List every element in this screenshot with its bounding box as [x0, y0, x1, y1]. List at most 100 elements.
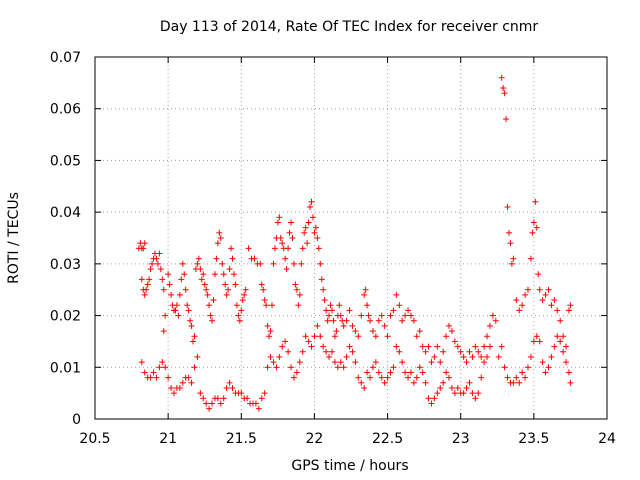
- data-point: [233, 302, 240, 309]
- data-point: [238, 307, 245, 314]
- data-point: [305, 338, 312, 345]
- data-point: [565, 369, 572, 376]
- data-point: [153, 255, 160, 262]
- data-point: [466, 348, 473, 355]
- data-point: [510, 255, 517, 262]
- data-point: [484, 353, 491, 360]
- data-point: [235, 312, 242, 319]
- data-point: [416, 364, 423, 371]
- data-point: [264, 322, 271, 329]
- data-point: [519, 302, 526, 309]
- data-point: [460, 390, 467, 397]
- data-point: [557, 317, 564, 324]
- data-point: [437, 384, 444, 391]
- data-point: [209, 400, 216, 407]
- data-point: [229, 384, 236, 391]
- data-point: [206, 405, 213, 412]
- data-point: [206, 302, 213, 309]
- data-point: [286, 229, 293, 236]
- data-point: [190, 338, 197, 345]
- data-point: [197, 390, 204, 397]
- data-point: [443, 333, 450, 340]
- data-point: [472, 395, 479, 402]
- data-point: [372, 333, 379, 340]
- data-point: [475, 390, 482, 397]
- data-point: [318, 276, 325, 283]
- data-point: [150, 369, 157, 376]
- data-point: [390, 307, 397, 314]
- y-tick-label: 0: [72, 412, 81, 428]
- data-point: [219, 260, 226, 267]
- data-point: [336, 302, 343, 309]
- data-point: [402, 312, 409, 319]
- data-point: [355, 333, 362, 340]
- data-point: [489, 312, 496, 319]
- data-point: [431, 353, 438, 360]
- data-point: [422, 379, 429, 386]
- data-point: [545, 364, 552, 371]
- data-point: [522, 374, 529, 381]
- data-point: [229, 255, 236, 262]
- data-point: [554, 307, 561, 314]
- data-point: [535, 271, 542, 278]
- data-point: [419, 343, 426, 350]
- data-point: [175, 312, 182, 319]
- data-point: [446, 374, 453, 381]
- x-tick-label: 24: [598, 431, 616, 447]
- data-point: [187, 317, 194, 324]
- axis-ticks: 20.5 21 21.5 22 22.5 23 23.5 24 0 0.01 0.02 0.03 0.0…: [50, 50, 616, 447]
- data-point: [271, 245, 278, 252]
- data-point: [484, 333, 491, 340]
- data-point: [448, 328, 455, 335]
- data-point: [311, 229, 318, 236]
- data-point: [260, 286, 267, 293]
- x-axis-label: GPS time / hours: [291, 458, 408, 474]
- data-point: [503, 116, 510, 123]
- data-point: [554, 333, 561, 340]
- data-point: [375, 369, 382, 376]
- data-point: [261, 297, 268, 304]
- data-point: [381, 379, 388, 386]
- data-point: [245, 245, 252, 252]
- data-point: [156, 250, 163, 257]
- data-point: [362, 286, 369, 293]
- data-point: [143, 286, 150, 293]
- data-point: [407, 369, 414, 376]
- data-point: [508, 260, 515, 267]
- data-point: [179, 379, 186, 386]
- data-point: [551, 343, 558, 350]
- data-point: [200, 271, 207, 278]
- data-point: [138, 276, 145, 283]
- data-point: [298, 260, 305, 267]
- data-point: [529, 229, 536, 236]
- data-point: [367, 317, 374, 324]
- data-point: [293, 286, 300, 293]
- data-point: [203, 400, 210, 407]
- data-point: [405, 374, 412, 381]
- data-point: [533, 224, 540, 231]
- data-point: [314, 322, 321, 329]
- data-point: [361, 384, 368, 391]
- data-point: [463, 384, 470, 391]
- data-point: [466, 379, 473, 386]
- data-point: [343, 317, 350, 324]
- data-point: [195, 255, 202, 262]
- data-point: [563, 359, 570, 366]
- data-point: [545, 286, 552, 293]
- data-point: [226, 379, 233, 386]
- data-point: [165, 374, 172, 381]
- data-point: [565, 307, 572, 314]
- chart-title: Day 113 of 2014, Rate Of TEC Index for r…: [160, 19, 539, 35]
- data-point: [463, 359, 470, 366]
- data-point: [422, 348, 429, 355]
- data-point: [504, 203, 511, 210]
- data-point: [519, 369, 526, 376]
- data-point: [168, 384, 175, 391]
- data-point: [560, 333, 567, 340]
- data-point: [220, 395, 227, 402]
- data-point: [533, 333, 540, 340]
- data-point: [214, 240, 221, 247]
- data-point: [475, 348, 482, 355]
- data-point: [349, 348, 356, 355]
- data-point: [236, 317, 243, 324]
